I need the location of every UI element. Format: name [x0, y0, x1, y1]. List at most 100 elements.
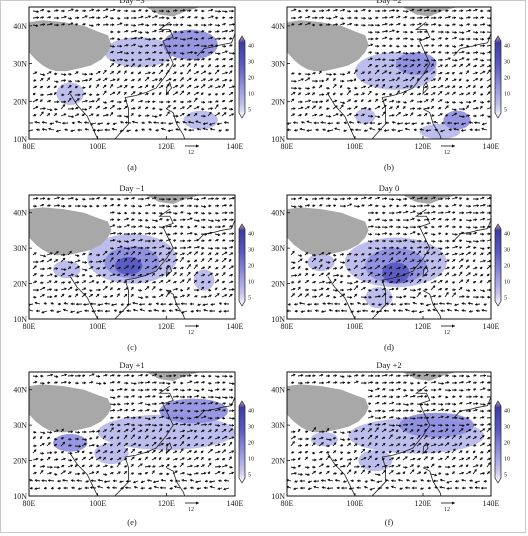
wind-vector-head [153, 485, 157, 489]
wind-vector-head [231, 409, 235, 413]
wind-vector-head [432, 37, 436, 41]
wind-vector-head [392, 78, 395, 82]
wind-vector-head [482, 239, 486, 243]
wind-vector-head [426, 402, 430, 407]
wind-vector-head [152, 480, 156, 484]
wind-vector-head [453, 23, 456, 27]
wind-vector-head [97, 429, 101, 433]
wind-vector-head [294, 86, 298, 90]
wind-vector-head [396, 9, 400, 13]
reference-vector-label: 12 [188, 150, 194, 156]
wind-vector-head [389, 266, 393, 270]
wind-vector-head [412, 51, 416, 55]
wind-vector-head [124, 84, 128, 88]
wind-vector-head [62, 257, 66, 261]
wind-vector-head [229, 456, 232, 460]
wind-vector-head [186, 293, 190, 297]
wind-vector-head [467, 58, 470, 62]
wind-vector-head [376, 401, 380, 405]
wind-vector-head [145, 456, 148, 460]
wind-vector-head [175, 85, 179, 88]
wind-vector-head [210, 246, 214, 250]
wind-vector-head [216, 64, 220, 68]
colorbar-scale [494, 223, 502, 307]
wind-vector-head [473, 281, 477, 284]
wind-vector-head [433, 232, 436, 236]
wind-vector-head [398, 112, 401, 115]
wind-vector-head [209, 309, 212, 313]
wind-vector-head [68, 281, 72, 285]
wind-vector-head [466, 105, 469, 108]
wind-vector-head [417, 86, 421, 89]
wind-vector-head [313, 427, 317, 430]
wind-vector-head [204, 232, 208, 236]
wind-vector-head [200, 456, 204, 460]
wind-vector-head [369, 295, 372, 299]
wind-vector-head [140, 409, 143, 413]
wind-vector-head [97, 449, 101, 453]
wind-vector-head [41, 120, 45, 124]
wind-vector-head [126, 373, 130, 377]
wind-vector-head [481, 122, 485, 126]
wind-vector-head [369, 121, 372, 125]
wind-vector-head [354, 69, 358, 73]
wind-vector-head [410, 30, 414, 34]
wind-vector-head [321, 9, 325, 13]
wind-vector-head [292, 293, 295, 297]
wind-vector-head [488, 422, 491, 426]
wind-vector-head [47, 479, 51, 483]
wind-vector-head [223, 121, 227, 125]
wind-vector-head [160, 395, 163, 399]
wind-vector-head [433, 280, 437, 284]
wind-vector-head [306, 280, 310, 283]
wind-vector-head [132, 434, 135, 438]
wind-vector-head [431, 105, 434, 109]
wind-vector [29, 309, 34, 312]
wind-vector-head [335, 15, 338, 19]
wind-vector-head [321, 93, 325, 97]
wind-vector-head [322, 128, 325, 132]
wind-vector-head [147, 246, 150, 250]
wind-vector-head [130, 112, 134, 116]
wind-vector-head [293, 107, 296, 111]
plateau-mask [287, 207, 369, 256]
wind-vector-head [454, 303, 457, 307]
wind-vector-head [481, 113, 485, 117]
wind-vector-head [377, 232, 381, 236]
wind-vector-head [183, 422, 187, 426]
y-tick-label: 30N [13, 421, 27, 430]
wind-vector-head [112, 78, 116, 82]
wind-vector-head [339, 114, 343, 117]
wind-vector-head [196, 394, 200, 398]
wind-vector-head [77, 265, 80, 269]
wind-vector-head [103, 90, 107, 94]
wind-vector-head [119, 480, 122, 484]
wind-vector-head [168, 37, 171, 41]
wind-vector-head [298, 273, 302, 277]
wind-vector-head [439, 91, 443, 94]
wind-vector-head [395, 287, 399, 291]
wind-vector-head [396, 273, 400, 276]
wind-vector-head [175, 128, 178, 132]
wind-vector-head [167, 111, 170, 115]
wind-vector-head [224, 464, 228, 468]
wind-vector-head [448, 128, 452, 132]
wind-vector-head [90, 260, 94, 264]
wind-vector-head [49, 108, 53, 112]
wind-vector-head [182, 120, 185, 124]
wind-vector-head [420, 204, 424, 208]
wind-vector-head [63, 72, 67, 77]
wind-vector-head [446, 272, 450, 276]
wind-vector-head [139, 204, 143, 208]
wind-vector-head [383, 422, 387, 426]
wind-vector-head [68, 381, 72, 385]
wind-vector-head [411, 37, 415, 41]
wind-vector-head [298, 301, 302, 305]
wind-vector-head [418, 92, 422, 96]
wind-vector-head [354, 128, 358, 132]
wind-vector-head [202, 127, 206, 131]
plateau-mask [29, 20, 112, 72]
wind-vector-head [68, 90, 72, 94]
wind-vector-head [202, 16, 205, 20]
